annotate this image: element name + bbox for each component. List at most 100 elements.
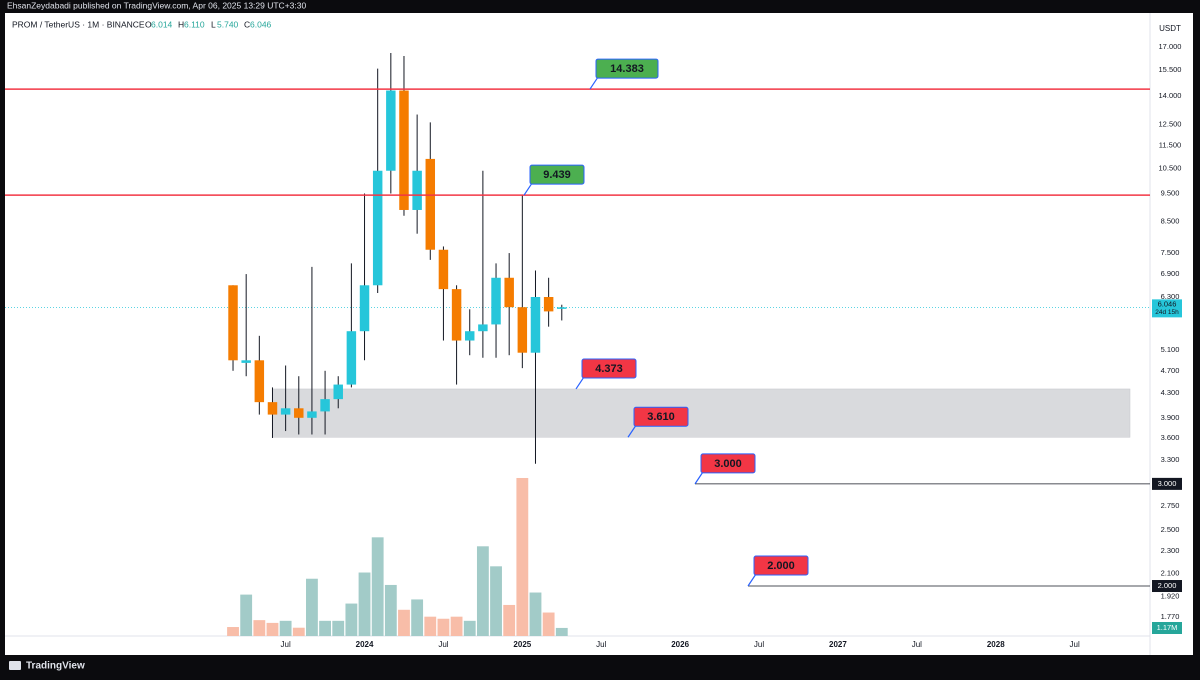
volume-bar — [503, 604, 516, 636]
x-tick-label: 2028 — [987, 640, 1005, 649]
candle-body — [412, 170, 422, 210]
annotation-box — [595, 58, 659, 79]
candle-body — [491, 277, 501, 325]
annotation-label: 2.000 — [767, 560, 795, 572]
y-tick-label: 8.500 — [1161, 217, 1180, 226]
volume-bar — [424, 616, 437, 636]
y-tick-label: 6.300 — [1161, 292, 1180, 301]
x-tick-label: Jul — [438, 640, 448, 649]
annotation-box — [581, 358, 637, 379]
candle-body — [530, 296, 541, 353]
y-tick-label: 2.300 — [1161, 546, 1180, 555]
volume-bar — [555, 627, 568, 636]
volume-bar — [358, 572, 371, 636]
volume-bar — [306, 578, 318, 636]
volume-bar — [529, 592, 542, 636]
ohlc-key: L — [211, 19, 216, 29]
volume-bar — [384, 584, 397, 636]
candle-body — [386, 90, 396, 171]
price-badge-label: 3.000 — [1158, 479, 1177, 488]
volume-bar — [437, 618, 450, 636]
x-tick-label: 2024 — [356, 640, 374, 649]
annotation-pointer — [747, 573, 757, 587]
countdown: 24d 15h — [1155, 309, 1179, 316]
chart-background — [5, 13, 1193, 655]
y-tick-label: 9.500 — [1161, 189, 1180, 198]
candle-body — [399, 90, 409, 210]
y-tick-label: 2.500 — [1161, 525, 1180, 534]
candle-body — [504, 277, 514, 308]
annotation-label: 3.000 — [714, 458, 742, 470]
x-tick-label: Jul — [596, 640, 606, 649]
ohlc-value: 6.014 — [151, 19, 173, 29]
volume-bar — [227, 627, 239, 636]
x-tick-label: Jul — [281, 640, 291, 649]
volume-bar — [332, 620, 345, 636]
y-tick-label: 15.500 — [1159, 65, 1182, 74]
x-tick-label: Jul — [912, 640, 922, 649]
y-tick-label: 5.100 — [1161, 345, 1180, 354]
y-tick-label: 17.000 — [1159, 42, 1182, 51]
y-tick-label: 3.600 — [1161, 433, 1180, 442]
candle-body — [254, 360, 265, 403]
annotation-box — [700, 453, 756, 474]
candle-body — [543, 296, 554, 312]
volume-bar — [411, 599, 424, 636]
symbol-legend: PROM / TetherUS · 1M · BINANCE O 6.014 H 6.1… — [12, 19, 272, 29]
price-badge — [1152, 580, 1182, 593]
volume-bar — [292, 627, 305, 636]
volume-bar — [319, 620, 331, 636]
annotation-pointer — [627, 424, 637, 438]
volume-bar — [240, 594, 253, 636]
volume-badge — [1152, 622, 1182, 634]
ohlc-value: 6.046 — [250, 19, 272, 29]
y-tick-label: 10.500 — [1159, 163, 1182, 172]
candle-body — [438, 249, 449, 290]
candle-body — [267, 402, 278, 415]
publisher: EhsanZeydabadi published on TradingView.… — [7, 0, 306, 10]
volume-bar — [516, 477, 529, 636]
symbol: PROM / TetherUS · 1M · BINANCE — [12, 19, 145, 29]
volume-bar — [490, 566, 502, 636]
y-tick-label: 4.300 — [1161, 388, 1180, 397]
y-tick-label: 1.770 — [1161, 612, 1180, 621]
annotation-box — [529, 164, 585, 185]
x-tick-label: Jul — [754, 640, 764, 649]
annotation-pointer — [589, 76, 599, 90]
candle-body — [478, 324, 488, 332]
annotation-pointer — [575, 376, 585, 390]
ohlc-value: 5.740 — [217, 19, 239, 29]
candle-body — [425, 158, 436, 250]
volume-bar — [463, 620, 476, 636]
annotation-label: 3.610 — [647, 411, 675, 423]
ohlc-key: H — [178, 19, 184, 29]
candle-body — [517, 307, 528, 353]
candle-body — [464, 331, 475, 341]
x-tick-label: Jul — [1070, 640, 1080, 649]
annotation-label: 4.373 — [595, 363, 623, 375]
price-badge — [1152, 477, 1182, 490]
last-price-label: 6.046 — [1158, 299, 1177, 308]
price-badge-label: 2.000 — [1158, 581, 1177, 590]
annotation-label: 14.383 — [610, 63, 644, 75]
annotation-pointer — [523, 182, 533, 196]
candle-body — [320, 399, 330, 412]
volume-bar — [345, 603, 358, 636]
y-tick-label: 3.300 — [1161, 455, 1180, 464]
candle-body — [241, 360, 251, 363]
ohlc-key: C — [244, 19, 250, 29]
x-tick-label: 2026 — [671, 640, 689, 649]
y-tick-label: 2.100 — [1161, 569, 1180, 578]
y-tick-label: 1.920 — [1161, 591, 1180, 600]
volume-bar — [542, 612, 555, 636]
candle-body — [294, 408, 304, 418]
candle-body — [280, 408, 291, 415]
y-tick-label: 6.900 — [1161, 269, 1180, 278]
x-tick-label: 2027 — [829, 640, 847, 649]
annotation-pointer — [694, 471, 704, 485]
y-tick-label: 7.500 — [1161, 248, 1180, 257]
volume-bar — [450, 616, 463, 636]
y-tick-label: 4.700 — [1161, 366, 1180, 375]
x-tick-label: 2025 — [513, 640, 531, 649]
